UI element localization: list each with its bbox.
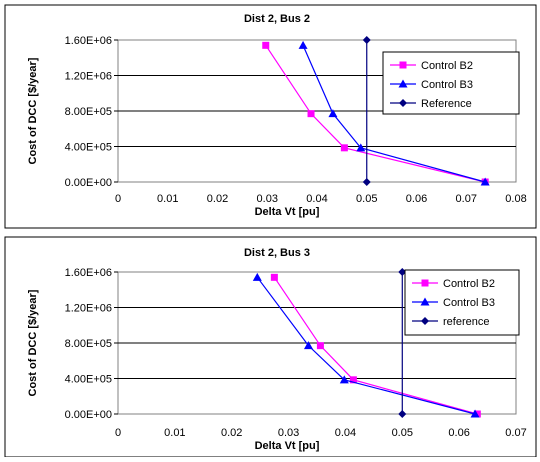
- x-tick-label: 0.07: [505, 427, 526, 439]
- series-line: [273, 276, 478, 415]
- legend: Control B2 Control B3 reference: [404, 269, 520, 336]
- data-point: [470, 409, 480, 418]
- y-tick-label: 1.60E+06: [65, 267, 112, 279]
- data-point: [303, 341, 313, 350]
- series-reference: [398, 268, 407, 418]
- legend-label: Reference: [421, 98, 472, 110]
- x-axis-label: Delta Vt [pu]: [255, 206, 320, 218]
- y-tick-label: 1.20E+06: [65, 71, 112, 83]
- x-tick-label: 0: [115, 193, 121, 205]
- series-control-b3: [252, 272, 480, 418]
- data-point: [362, 36, 371, 44]
- y-tick-label: 8.00E+05: [65, 106, 112, 118]
- series-line: [302, 45, 486, 183]
- legend-label: Control B2: [421, 60, 473, 72]
- legend-marker: [399, 61, 407, 69]
- data-point: [398, 410, 407, 418]
- y-tick-label: 1.60E+06: [65, 35, 112, 47]
- x-tick-label: 0.04: [306, 193, 327, 205]
- series-line: [265, 44, 486, 183]
- x-tick-label: 0.03: [278, 427, 299, 439]
- x-tick-label: 0.06: [406, 193, 427, 205]
- x-tick-label: 0.01: [164, 427, 185, 439]
- x-axis-label: Delta Vt [pu]: [255, 440, 320, 452]
- chart-frame: [4, 4, 537, 229]
- data-point: [252, 272, 262, 281]
- x-tick-label: 0.02: [221, 427, 242, 439]
- data-point: [398, 268, 407, 276]
- x-tick-label: 0.05: [356, 193, 377, 205]
- y-tick-label: 0.00E+00: [65, 177, 112, 189]
- legend-marker: [398, 79, 408, 88]
- series-reference: [362, 36, 371, 186]
- chart-title: Dist 2, Bus 3: [244, 247, 310, 259]
- data-point: [328, 109, 338, 118]
- data-point: [362, 178, 371, 186]
- legend-marker: [421, 317, 429, 325]
- y-tick-label: 4.00E+05: [65, 374, 112, 386]
- legend: Control B2 Control B3 Reference: [382, 51, 520, 115]
- x-tick-label: 0.03: [257, 193, 278, 205]
- data-point: [316, 342, 324, 350]
- data-point: [349, 376, 357, 384]
- chart-title: Dist 2, Bus 2: [244, 13, 310, 25]
- x-tick-label: 0.06: [448, 427, 469, 439]
- y-tick-label: 4.00E+05: [65, 142, 112, 154]
- y-tick-label: 1.20E+06: [65, 303, 112, 315]
- legend-label: Control B3: [421, 79, 473, 91]
- chart-2: Dist 2, Bus 3 0.00E+00 4.00E+05 8.00E+05 1.2…: [4, 236, 537, 458]
- data-point: [480, 177, 490, 186]
- data-point: [340, 144, 348, 152]
- legend-label: reference: [443, 316, 489, 328]
- data-point: [298, 40, 308, 49]
- data-point: [307, 110, 315, 118]
- x-tick-label: 0.05: [392, 427, 413, 439]
- x-tick-label: 0: [115, 427, 121, 439]
- legend-label: Control B2: [443, 278, 495, 290]
- y-tick-label: 0.00E+00: [65, 409, 112, 421]
- data-point: [270, 273, 278, 281]
- x-tick-label: 0.07: [456, 193, 477, 205]
- legend-marker: [420, 297, 430, 306]
- legend-label: Control B3: [443, 297, 495, 309]
- data-point: [356, 143, 366, 152]
- series-control-b3: [298, 40, 490, 186]
- y-axis-label: Cost of DCC [$/year]: [27, 57, 39, 164]
- x-tick-label: 0.08: [505, 193, 526, 205]
- x-tick-label: 0.01: [157, 193, 178, 205]
- y-tick-label: 8.00E+05: [65, 338, 112, 350]
- x-tick-label: 0.02: [207, 193, 228, 205]
- series-line: [256, 276, 476, 415]
- legend-marker: [421, 279, 429, 287]
- x-tick-label: 0.04: [335, 427, 356, 439]
- legend-marker: [399, 99, 407, 107]
- chart-1: Dist 2, Bus 2 0.00E+00 4.00E+05 8.00E+05 1.2…: [4, 4, 537, 229]
- y-axis-label: Cost of DCC [$/year]: [27, 289, 39, 396]
- data-point: [339, 375, 349, 384]
- data-point: [262, 41, 270, 49]
